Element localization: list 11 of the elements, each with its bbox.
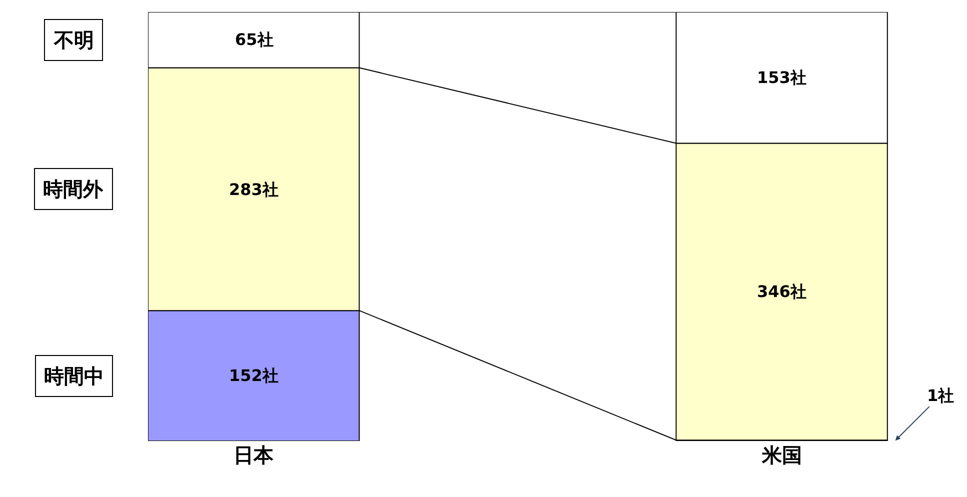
text: 時間中 [44, 364, 104, 388]
text: 時間外 [43, 177, 104, 201]
data-label: 152社 [229, 366, 278, 385]
x-tick-label: 日本 [234, 443, 275, 467]
x-tick-label: 米国 [760, 443, 802, 467]
data-label: 153社 [757, 68, 806, 87]
data-label: 283社 [229, 180, 278, 199]
text: 不明 [53, 28, 94, 52]
data-label: 1社 [927, 386, 954, 405]
data-label: 346社 [757, 282, 806, 301]
data-label: 65社 [235, 30, 274, 49]
